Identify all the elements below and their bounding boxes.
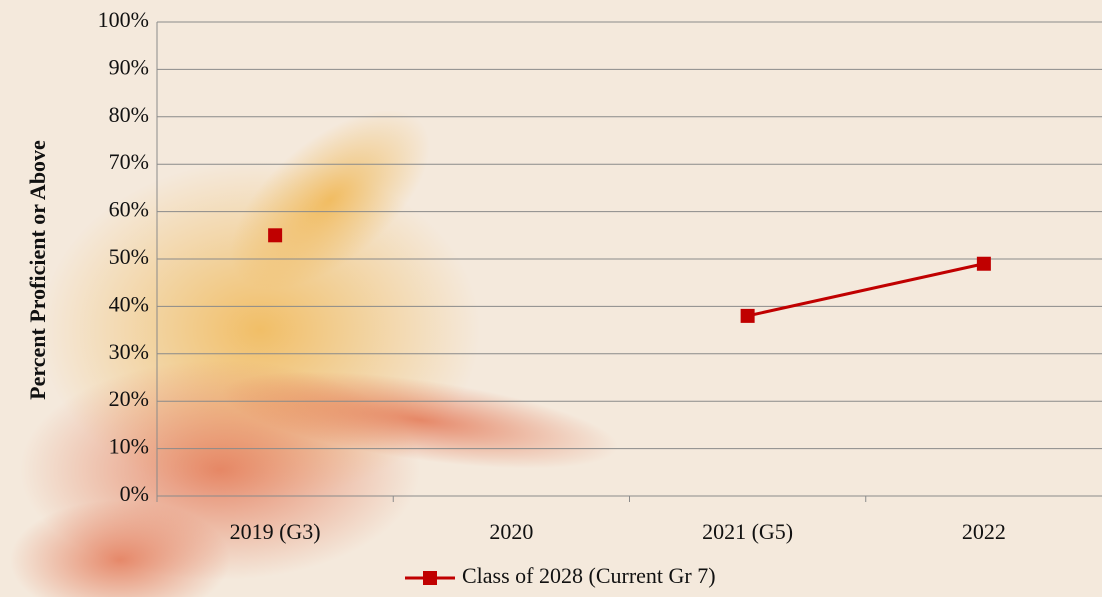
marker [740,308,755,323]
legend-marker [423,571,437,585]
y-tick-label: 60% [109,197,149,222]
legend-label: Class of 2028 (Current Gr 7) [462,563,716,588]
x-tick-label: 2021 (G5) [702,519,793,544]
y-tick-label: 0% [120,481,149,506]
marker [976,256,991,271]
y-axis-label: Percent Proficient or Above [25,140,50,400]
y-tick-label: 10% [109,434,149,459]
x-tick-label: 2022 [962,519,1006,544]
y-tick-label: 90% [109,54,149,79]
series-line [747,262,985,318]
y-tick-label: 100% [98,7,149,32]
y-tick-label: 20% [109,386,149,411]
x-tick-label: 2020 [489,519,533,544]
x-tick-label: 2019 (G3) [230,519,321,544]
y-tick-label: 50% [109,244,149,269]
marker [268,228,283,243]
y-tick-label: 80% [109,102,149,127]
y-tick-label: 40% [109,291,149,316]
y-tick-label: 70% [109,149,149,174]
y-tick-label: 30% [109,339,149,364]
